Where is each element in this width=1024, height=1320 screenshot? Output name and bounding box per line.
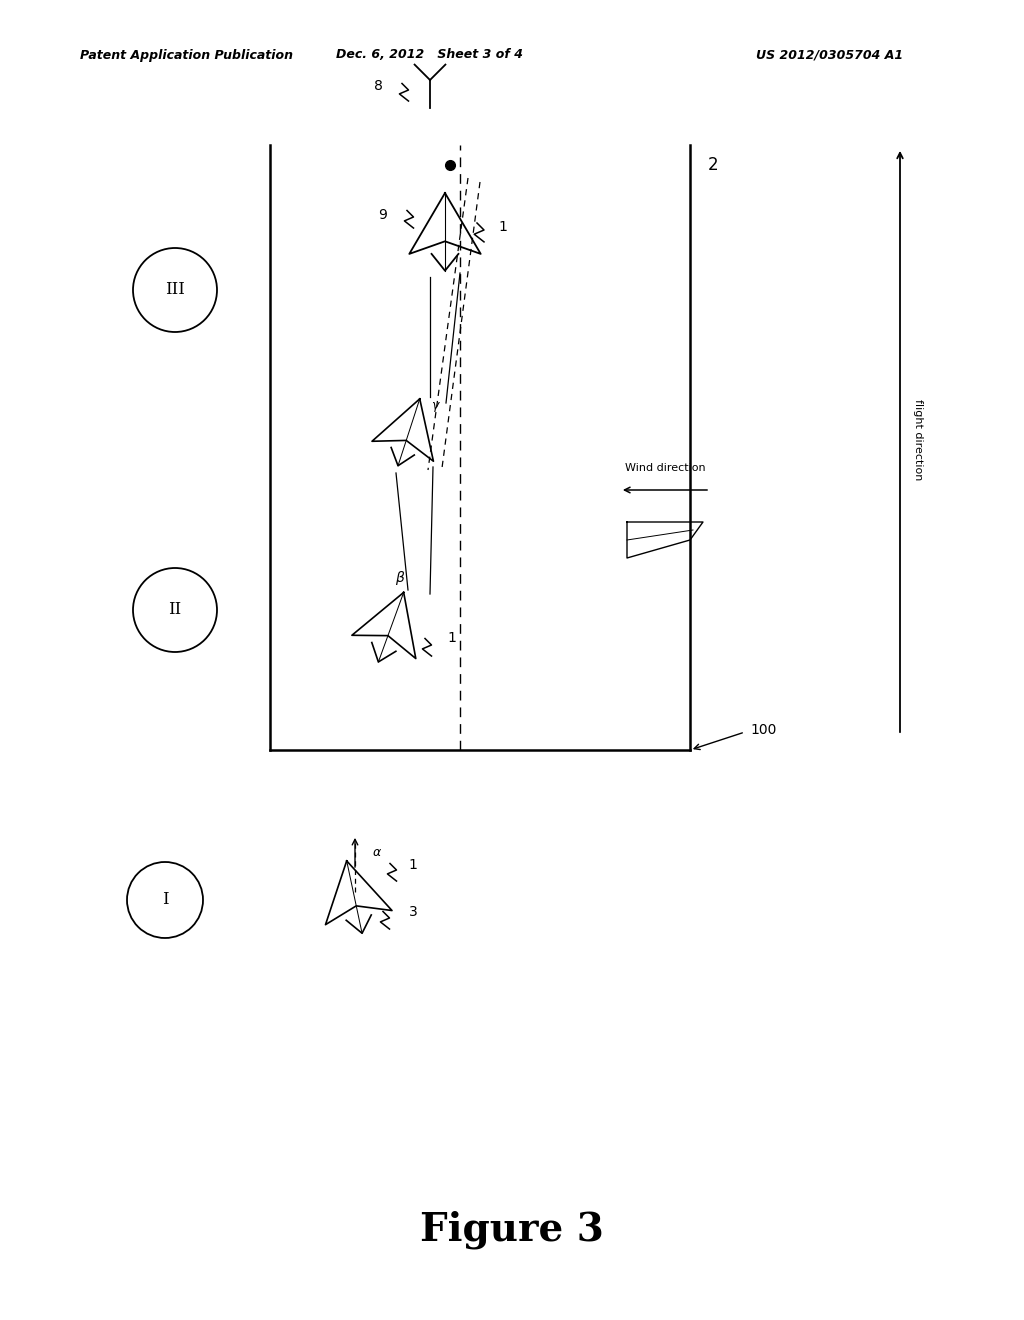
- Text: 9: 9: [379, 209, 387, 222]
- Text: $\beta$: $\beta$: [395, 569, 406, 587]
- Text: Dec. 6, 2012   Sheet 3 of 4: Dec. 6, 2012 Sheet 3 of 4: [337, 49, 523, 62]
- Text: 3: 3: [409, 906, 418, 919]
- Text: US 2012/0305704 A1: US 2012/0305704 A1: [757, 49, 903, 62]
- Text: Wind direction: Wind direction: [625, 463, 706, 473]
- Text: 1: 1: [499, 220, 508, 234]
- Text: 1: 1: [447, 631, 457, 645]
- Text: Figure 3: Figure 3: [420, 1210, 604, 1249]
- Text: III: III: [165, 281, 185, 298]
- Text: 100: 100: [750, 723, 776, 737]
- Text: Patent Application Publication: Patent Application Publication: [80, 49, 293, 62]
- Text: 1: 1: [409, 858, 418, 873]
- Text: II: II: [168, 602, 181, 619]
- Text: $\gamma$: $\gamma$: [431, 400, 441, 414]
- Text: 8: 8: [374, 79, 382, 92]
- Text: 2: 2: [708, 156, 719, 174]
- Text: flight direction: flight direction: [913, 400, 923, 480]
- Text: I: I: [162, 891, 168, 908]
- Text: $\alpha$: $\alpha$: [372, 846, 382, 858]
